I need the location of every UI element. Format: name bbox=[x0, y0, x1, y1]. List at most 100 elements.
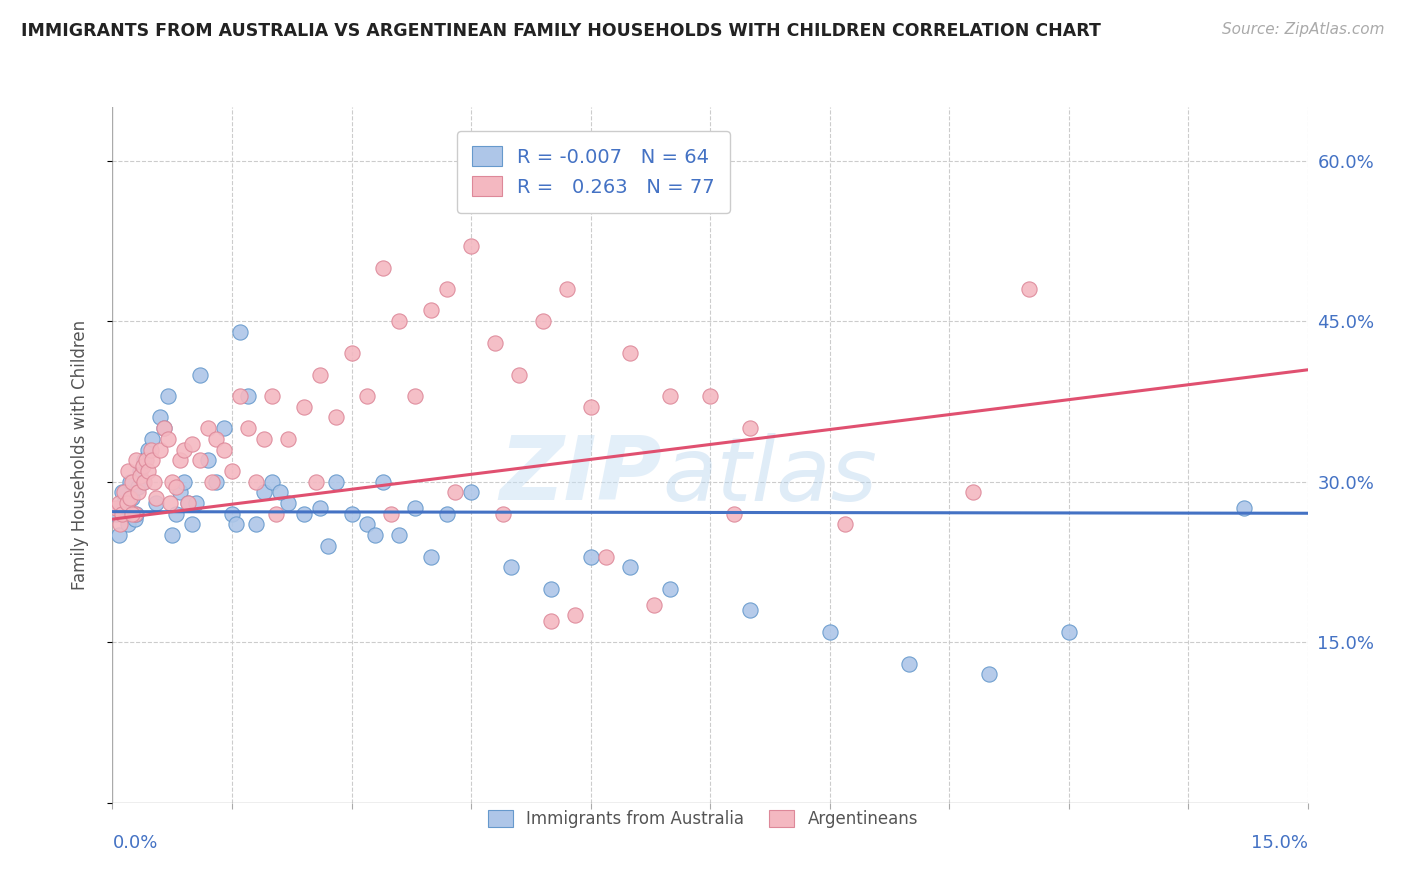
Point bbox=[308, 501, 330, 516]
Point bbox=[111, 485, 134, 500]
Point bbox=[364, 528, 387, 542]
Point bbox=[484, 335, 506, 350]
Point bbox=[165, 480, 187, 494]
Point bbox=[420, 303, 443, 318]
Point bbox=[132, 475, 155, 489]
Point bbox=[162, 475, 183, 489]
Point bbox=[114, 496, 135, 510]
Point bbox=[121, 507, 143, 521]
Point bbox=[132, 458, 155, 473]
Point bbox=[245, 517, 267, 532]
Point bbox=[304, 475, 326, 489]
Point bbox=[165, 507, 187, 521]
Point bbox=[125, 453, 148, 467]
Point bbox=[834, 517, 856, 532]
Point bbox=[181, 517, 204, 532]
Point bbox=[260, 475, 283, 489]
Point bbox=[236, 421, 259, 435]
Point bbox=[260, 389, 283, 403]
Point bbox=[138, 442, 160, 457]
Point bbox=[564, 608, 586, 623]
Point bbox=[197, 453, 219, 467]
Point bbox=[292, 507, 315, 521]
Point bbox=[229, 325, 252, 339]
Point bbox=[1233, 501, 1256, 516]
Point bbox=[169, 485, 191, 500]
Point bbox=[236, 389, 259, 403]
Point bbox=[619, 560, 641, 574]
Point bbox=[117, 517, 139, 532]
Point bbox=[579, 549, 602, 564]
Point bbox=[325, 410, 347, 425]
Point bbox=[292, 400, 315, 414]
Text: Source: ZipAtlas.com: Source: ZipAtlas.com bbox=[1222, 22, 1385, 37]
Point bbox=[129, 464, 152, 478]
Point bbox=[149, 442, 172, 457]
Point bbox=[380, 507, 402, 521]
Point bbox=[157, 432, 180, 446]
Point bbox=[159, 496, 181, 510]
Point bbox=[373, 260, 395, 275]
Point bbox=[105, 501, 128, 516]
Point bbox=[127, 485, 149, 500]
Point bbox=[977, 667, 1000, 681]
Y-axis label: Family Households with Children: Family Households with Children bbox=[70, 320, 89, 590]
Point bbox=[157, 389, 180, 403]
Legend: R = -0.007   N = 64, R =   0.263   N = 77: R = -0.007 N = 64, R = 0.263 N = 77 bbox=[457, 130, 730, 212]
Text: IMMIGRANTS FROM AUSTRALIA VS ARGENTINEAN FAMILY HOUSEHOLDS WITH CHILDREN CORRELA: IMMIGRANTS FROM AUSTRALIA VS ARGENTINEAN… bbox=[21, 22, 1101, 40]
Point bbox=[818, 624, 841, 639]
Point bbox=[508, 368, 530, 382]
Point bbox=[134, 453, 156, 467]
Point bbox=[340, 507, 363, 521]
Point bbox=[619, 346, 641, 360]
Point bbox=[212, 442, 235, 457]
Point bbox=[118, 491, 141, 505]
Point bbox=[595, 549, 617, 564]
Point bbox=[659, 582, 682, 596]
Point bbox=[308, 368, 330, 382]
Point bbox=[738, 421, 761, 435]
Point bbox=[129, 469, 152, 483]
Point bbox=[181, 437, 204, 451]
Point bbox=[117, 464, 139, 478]
Point bbox=[460, 485, 482, 500]
Point bbox=[141, 453, 163, 467]
Point bbox=[125, 507, 148, 521]
Text: 15.0%: 15.0% bbox=[1250, 834, 1308, 852]
Point bbox=[277, 432, 299, 446]
Point bbox=[229, 389, 252, 403]
Point bbox=[149, 410, 172, 425]
Point bbox=[460, 239, 482, 253]
Point bbox=[188, 453, 211, 467]
Point bbox=[108, 528, 131, 542]
Point bbox=[139, 442, 162, 457]
Point bbox=[108, 496, 131, 510]
Point bbox=[540, 614, 562, 628]
Point bbox=[110, 517, 132, 532]
Point bbox=[205, 432, 228, 446]
Point bbox=[186, 496, 208, 510]
Point bbox=[225, 517, 247, 532]
Point bbox=[738, 603, 761, 617]
Text: ZIP: ZIP bbox=[499, 433, 662, 519]
Point bbox=[153, 421, 176, 435]
Point bbox=[221, 507, 243, 521]
Point bbox=[245, 475, 267, 489]
Point bbox=[1057, 624, 1080, 639]
Text: 0.0%: 0.0% bbox=[112, 834, 157, 852]
Point bbox=[388, 528, 411, 542]
Text: atlas: atlas bbox=[662, 433, 877, 519]
Point bbox=[188, 368, 211, 382]
Point bbox=[197, 421, 219, 435]
Point bbox=[201, 475, 224, 489]
Point bbox=[177, 496, 200, 510]
Point bbox=[555, 282, 578, 296]
Point bbox=[212, 421, 235, 435]
Point bbox=[141, 432, 163, 446]
Point bbox=[499, 560, 522, 574]
Point bbox=[138, 464, 160, 478]
Legend: Immigrants from Australia, Argentineans: Immigrants from Australia, Argentineans bbox=[481, 803, 925, 835]
Point bbox=[177, 496, 200, 510]
Point bbox=[115, 496, 138, 510]
Point bbox=[531, 314, 554, 328]
